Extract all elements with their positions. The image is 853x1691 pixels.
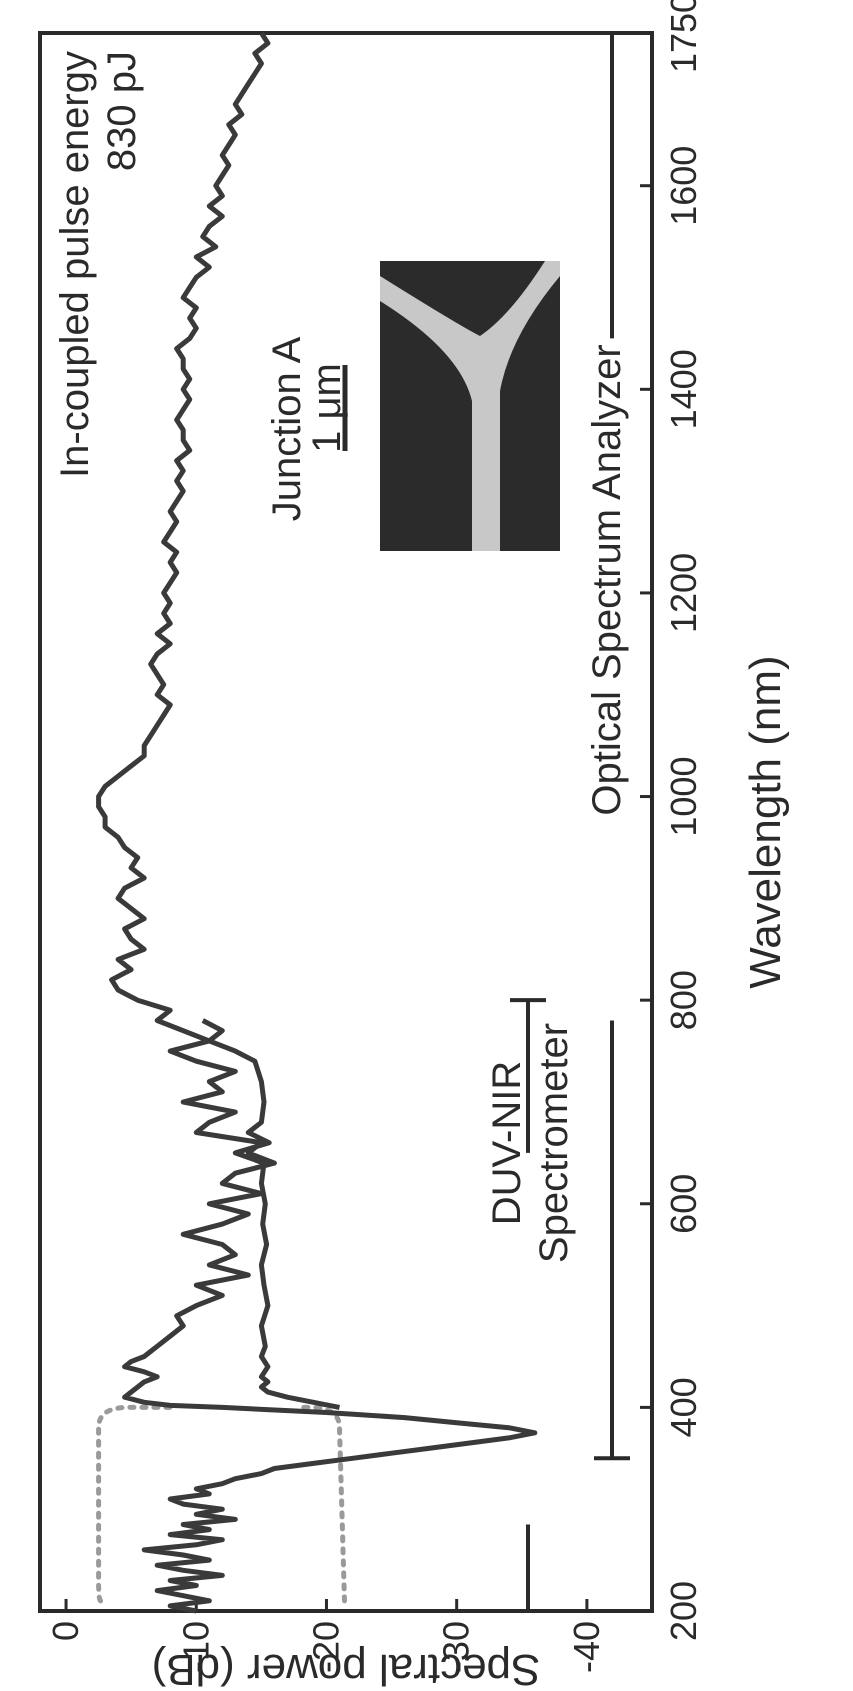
pulse-energy-label: In-coupled pulse energy bbox=[53, 51, 97, 478]
lower-dotted-guide bbox=[297, 1404, 347, 1604]
x-axis-ticks: 200 400 600 800 1000 1200 1400 1600 1750 bbox=[640, 0, 704, 1641]
x-tick-label: 200 bbox=[663, 1581, 704, 1641]
y-tick-label: 0 bbox=[45, 1621, 86, 1641]
x-tick-label: 1200 bbox=[663, 553, 704, 633]
series-layer bbox=[96, 31, 538, 1614]
spectrometer-label: Spectrometer bbox=[532, 1023, 576, 1263]
upper-dotted-guide bbox=[96, 1404, 173, 1604]
junction-inset bbox=[342, 261, 560, 551]
pulse-energy-value: 830 pJ bbox=[100, 51, 144, 171]
x-axis-label: Wavelength (nm) bbox=[741, 655, 790, 988]
duv-nir-label: DUV-NIR bbox=[485, 1061, 529, 1225]
sem-junction-branches bbox=[380, 261, 560, 551]
x-tick-label: 800 bbox=[663, 970, 704, 1030]
osa-label: Optical Spectrum Analyzer bbox=[585, 344, 629, 815]
x-tick-label: 1600 bbox=[663, 146, 704, 226]
x-tick-label: 1750 bbox=[663, 0, 704, 73]
y-tick-label: -30 bbox=[436, 1621, 477, 1673]
dotted-guides bbox=[96, 1404, 347, 1604]
instrument-ranges bbox=[510, 33, 630, 1611]
y-axis-label: Spectral power (dB) bbox=[152, 1645, 541, 1691]
y-tick-label: -40 bbox=[566, 1621, 607, 1673]
spectrum-line-2 bbox=[201, 1018, 340, 1410]
x-tick-label: 400 bbox=[663, 1377, 704, 1437]
y-tick-label: -20 bbox=[305, 1621, 346, 1673]
plot-frame bbox=[38, 31, 654, 1613]
y-tick-label: -10 bbox=[175, 1621, 216, 1673]
x-tick-label: 600 bbox=[663, 1174, 704, 1234]
spectrum-line-1 bbox=[96, 31, 538, 1614]
y-axis-ticks: 0 -10 -20 -30 -40 bbox=[45, 1599, 607, 1673]
x-tick-label: 1000 bbox=[663, 757, 704, 837]
scale-bar-label: 1 μm bbox=[305, 363, 349, 453]
x-tick-label: 1400 bbox=[663, 349, 704, 429]
junction-label: Junction A bbox=[265, 336, 309, 521]
